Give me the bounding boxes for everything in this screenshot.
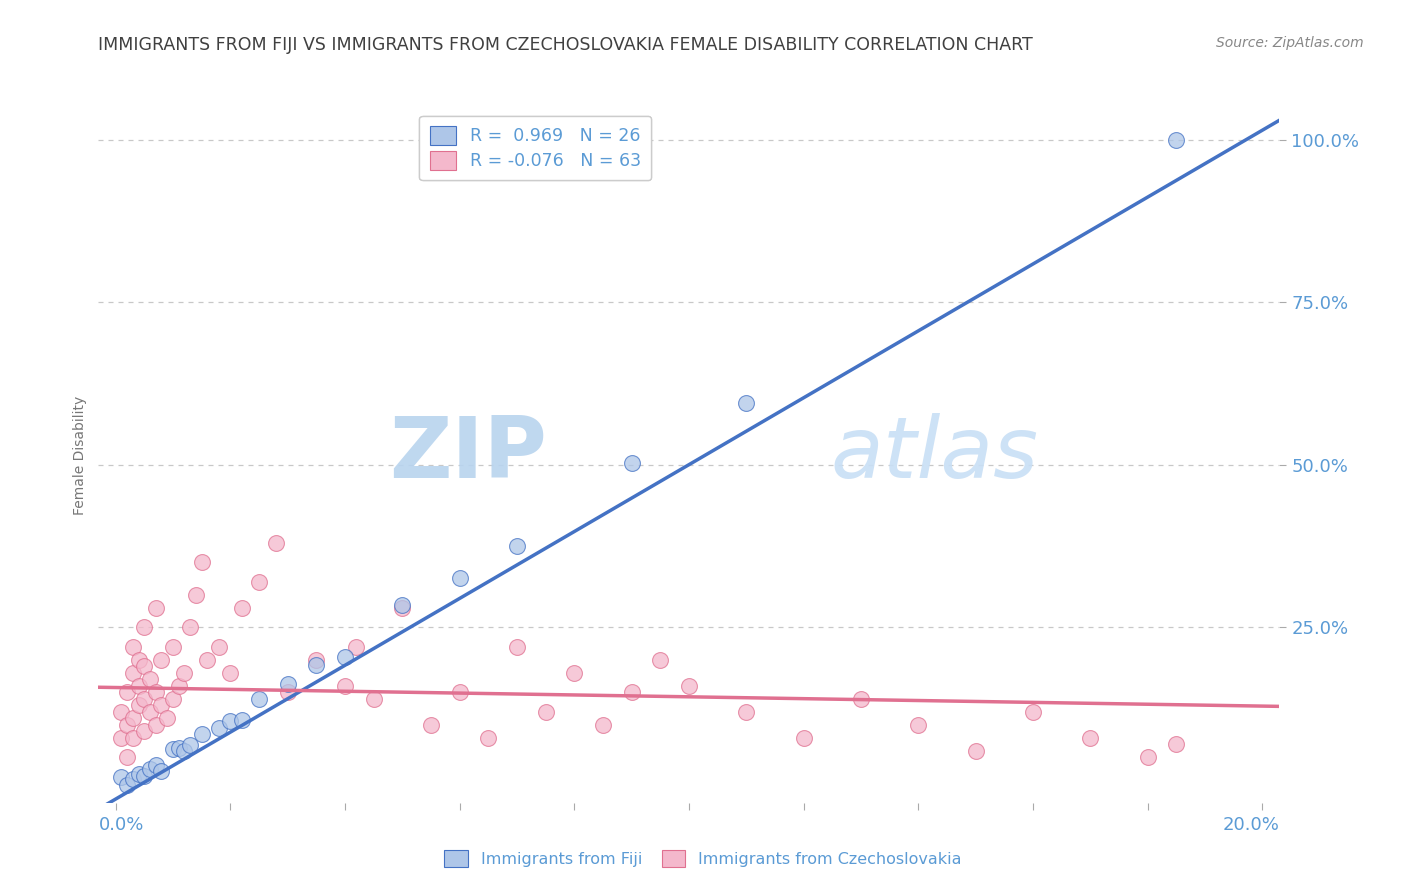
Point: [231, 600, 253, 615]
Point: [231, 713, 253, 727]
Legend: Immigrants from Fiji, Immigrants from Czechoslovakia: Immigrants from Fiji, Immigrants from Cz…: [436, 842, 970, 875]
Point: [134, 724, 156, 739]
Point: [139, 762, 162, 776]
Point: [115, 750, 138, 764]
Point: [678, 679, 700, 693]
Point: [620, 685, 643, 699]
Point: [219, 714, 242, 728]
Point: [344, 640, 367, 654]
Text: 0.0%: 0.0%: [98, 816, 143, 834]
Point: [849, 691, 872, 706]
Point: [247, 692, 270, 706]
Point: [562, 665, 585, 680]
Point: [179, 738, 201, 752]
Text: ZIP: ZIP: [389, 413, 547, 497]
Point: [449, 571, 471, 585]
Point: [650, 653, 672, 667]
Y-axis label: Female Disability: Female Disability: [73, 395, 87, 515]
Point: [305, 653, 328, 667]
Point: [534, 705, 557, 719]
Point: [121, 772, 143, 786]
Point: [134, 620, 156, 634]
Point: [1166, 737, 1188, 751]
Point: [195, 653, 218, 667]
Point: [162, 742, 184, 756]
Point: [167, 679, 190, 693]
Point: [190, 555, 212, 569]
Point: [420, 718, 443, 732]
Point: [277, 685, 299, 699]
Point: [115, 718, 138, 732]
Point: [145, 600, 167, 615]
Point: [264, 535, 287, 549]
Point: [173, 665, 195, 680]
Point: [121, 640, 143, 654]
Point: [179, 620, 201, 634]
Point: [506, 539, 529, 553]
Point: [965, 744, 987, 758]
Point: [156, 711, 179, 725]
Point: [735, 705, 758, 719]
Point: [506, 640, 529, 654]
Point: [907, 718, 929, 732]
Point: [219, 665, 242, 680]
Point: [162, 691, 184, 706]
Point: [134, 691, 156, 706]
Point: [735, 396, 758, 410]
Point: [162, 640, 184, 654]
Point: [477, 731, 499, 745]
Point: [449, 685, 471, 699]
Point: [793, 731, 815, 745]
Point: [121, 711, 143, 725]
Point: [1136, 750, 1159, 764]
Text: IMMIGRANTS FROM FIJI VS IMMIGRANTS FROM CZECHOSLOVAKIA FEMALE DISABILITY CORRELA: IMMIGRANTS FROM FIJI VS IMMIGRANTS FROM …: [98, 36, 1033, 54]
Point: [121, 731, 143, 745]
Text: 20.0%: 20.0%: [1223, 816, 1279, 834]
Point: [333, 679, 356, 693]
Point: [139, 705, 162, 719]
Point: [110, 731, 132, 745]
Point: [110, 771, 132, 785]
Point: [150, 653, 173, 667]
Point: [115, 685, 138, 699]
Point: [1022, 705, 1045, 719]
Point: [145, 685, 167, 699]
Text: atlas: atlas: [831, 413, 1039, 497]
Point: [247, 574, 270, 589]
Point: [1166, 132, 1188, 146]
Point: [134, 769, 156, 783]
Point: [167, 741, 190, 756]
Point: [592, 718, 614, 732]
Legend: R =  0.969   N = 26, R = -0.076   N = 63: R = 0.969 N = 26, R = -0.076 N = 63: [419, 116, 651, 180]
Point: [121, 665, 143, 680]
Point: [145, 758, 167, 772]
Point: [115, 778, 138, 792]
Point: [150, 698, 173, 713]
Point: [333, 650, 356, 665]
Point: [128, 653, 150, 667]
Point: [190, 727, 212, 741]
Point: [128, 766, 150, 780]
Point: [1078, 731, 1101, 745]
Point: [363, 691, 385, 706]
Point: [173, 744, 195, 758]
Point: [208, 721, 231, 735]
Point: [305, 658, 328, 673]
Point: [391, 599, 413, 613]
Point: [184, 588, 207, 602]
Point: [128, 679, 150, 693]
Point: [620, 456, 643, 470]
Point: [139, 672, 162, 686]
Point: [391, 600, 413, 615]
Point: [145, 718, 167, 732]
Point: [150, 764, 173, 778]
Point: [208, 640, 231, 654]
Point: [110, 705, 132, 719]
Point: [134, 659, 156, 673]
Point: [277, 676, 299, 690]
Text: Source: ZipAtlas.com: Source: ZipAtlas.com: [1216, 36, 1364, 50]
Point: [128, 698, 150, 713]
